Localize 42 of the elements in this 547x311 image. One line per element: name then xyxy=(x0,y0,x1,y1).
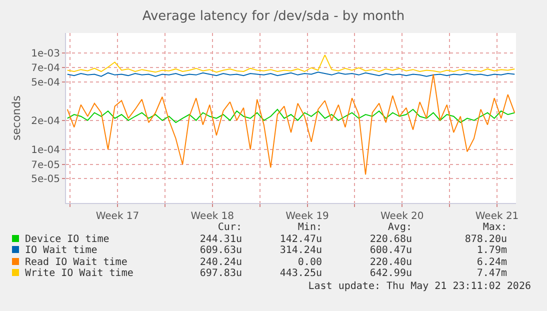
text: 697.83u xyxy=(198,268,242,280)
text: 878.20u xyxy=(464,234,507,245)
text: 6.24m xyxy=(476,256,507,268)
y-tick-label: 1e-04 xyxy=(31,145,60,156)
text: 220.68u xyxy=(368,234,412,245)
text: Cur: xyxy=(216,222,242,234)
text: 443.25u xyxy=(278,268,322,280)
x-tick-label: Week 21 xyxy=(475,211,519,222)
text: 609.63u xyxy=(198,245,242,256)
y-tick-label: 7e-04 xyxy=(31,63,60,74)
text: 600.47u xyxy=(368,245,412,256)
y-tick-label: 7e-05 xyxy=(31,160,60,171)
x-tick-label: Week 17 xyxy=(96,211,140,222)
text: 642.99u xyxy=(368,268,412,280)
y-tick-label: 5e-05 xyxy=(31,174,60,186)
y-tick-label: 2e-04 xyxy=(31,116,60,127)
y-tick-label: 5e-04 xyxy=(31,77,60,88)
text: 314.24u xyxy=(278,245,322,256)
x-tick-label: Week 18 xyxy=(190,211,234,222)
text: 0.00 xyxy=(296,256,322,268)
legend-label: Device IO time xyxy=(25,234,110,244)
x-tick-label: Week 19 xyxy=(286,211,329,222)
line-series xyxy=(66,54,516,73)
y-axis-title: seconds xyxy=(10,95,23,140)
text: 1.79m xyxy=(476,245,507,256)
legend-label: IO Wait time xyxy=(25,245,98,256)
text: 7.47m xyxy=(476,268,507,280)
line-series xyxy=(66,108,516,124)
line-series xyxy=(66,74,516,176)
text: 220.40u xyxy=(368,256,412,268)
legend-label: Write IO Wait time xyxy=(25,268,134,279)
legend-label: Read IO Wait time xyxy=(25,256,128,268)
text: Min: xyxy=(296,222,322,234)
chart-title: Average latency for /dev/sda - by month xyxy=(142,8,405,24)
text: Last update: Thu May 21 23:11:02 2026 xyxy=(308,281,531,292)
text: 244.31u xyxy=(198,234,242,245)
y-tick-label: 1e-03 xyxy=(31,48,60,60)
x-tick-label: Week 20 xyxy=(380,211,424,222)
text: 142.47u xyxy=(278,234,322,245)
text: 240.24u xyxy=(198,256,242,268)
text: Avg: xyxy=(386,222,412,234)
text: Max: xyxy=(482,222,507,234)
